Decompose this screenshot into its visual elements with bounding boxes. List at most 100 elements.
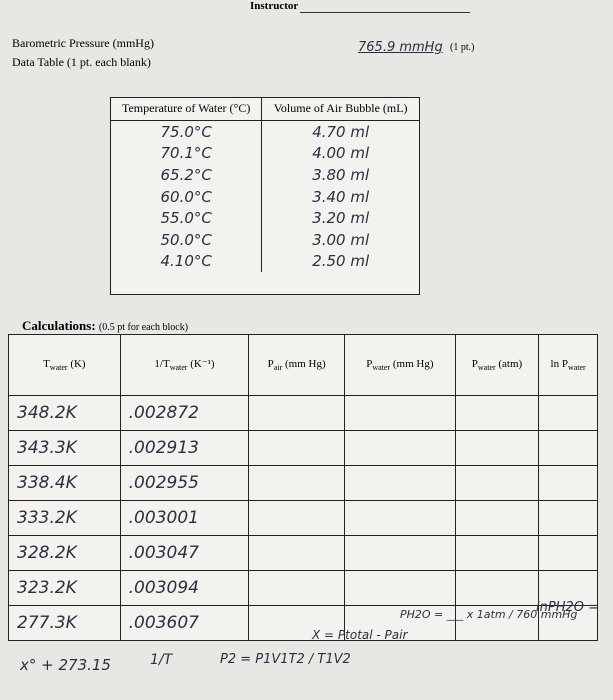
empty-cell [248, 500, 345, 536]
note-log: lnPH2O = [536, 600, 599, 615]
column-header: Volume of Air Bubble (mL) [261, 97, 420, 121]
header-unit: (mm Hg) [390, 357, 434, 370]
cell: 50.0°C [109, 228, 263, 251]
cell: 277.3K [8, 605, 121, 641]
empty-cell [538, 535, 598, 571]
empty-cell [538, 430, 598, 466]
header-main: T [43, 357, 50, 370]
blank-row [110, 272, 420, 295]
note-dalton: X = Ptotal - Pair [312, 628, 408, 642]
column-header: Pwater (atm) [454, 334, 540, 396]
empty-cell [538, 500, 598, 536]
cell: .002913 [119, 430, 250, 466]
empty-cell [454, 395, 540, 431]
cell: 60.0°C [109, 185, 263, 208]
empty-cell [343, 430, 456, 466]
calc-points: (0.5 pt for each block) [98, 322, 189, 333]
empty-cell [454, 500, 540, 536]
data-row: 277.3K .003607 [8, 605, 598, 641]
cell: 323.2K [8, 570, 121, 606]
header-unit: (atm) [495, 357, 523, 370]
header-main: ln P [550, 357, 568, 370]
barometric-points: (1 pt.) [450, 42, 475, 53]
cell: .003047 [119, 535, 250, 571]
column-header: Twater (K) [8, 334, 121, 396]
data-row: 60.0°C 3.40 ml [109, 185, 420, 208]
header-sub: water [567, 363, 586, 373]
note-combined-gas: P2 = P1V1T2 / T1V2 [220, 652, 351, 667]
cell: 4.70 ml [261, 120, 420, 143]
empty-cell [454, 605, 540, 641]
column-header: 1/Twater (K⁻¹) [119, 334, 250, 396]
data-row: 338.4K .002955 [8, 465, 598, 501]
cell: 348.2K [8, 395, 121, 431]
data-row: 333.2K .003001 [8, 500, 598, 536]
data-table: Temperature of Water (°C) Volume of Air B… [109, 97, 420, 295]
barometric-label: Barometric Pressure (mmHg) [12, 36, 154, 50]
data-table-title: Data Table (1 pt. each blank) [12, 55, 151, 69]
cell: .003001 [119, 500, 250, 536]
header-sub: air [273, 363, 283, 373]
cell: 75.0°C [109, 120, 263, 143]
cell: .002955 [119, 465, 250, 501]
note-conversion: PH2O = ___ x 1atm / 760 mmHg [400, 608, 578, 621]
header-sub: water [169, 363, 188, 373]
cell: 333.2K [8, 500, 121, 536]
empty-cell [538, 465, 598, 501]
empty-cell [343, 395, 456, 431]
cell: 328.2K [8, 535, 121, 571]
cell: 3.20 ml [261, 207, 420, 229]
cell: 3.80 ml [261, 164, 420, 186]
empty-cell [248, 535, 345, 571]
cell: 338.4K [8, 465, 121, 501]
column-header: Temperature of Water (°C) [109, 97, 263, 121]
empty-cell [343, 500, 456, 536]
cell: 343.3K [8, 430, 121, 466]
data-row: 55.0°C 3.20 ml [109, 207, 420, 229]
cell: 4.00 ml [261, 142, 420, 165]
empty-cell [454, 430, 540, 466]
column-header: Pwater (mm Hg) [343, 334, 456, 396]
header-sub: water [372, 363, 391, 373]
empty-cell [343, 570, 456, 606]
column-header: Pair (mm Hg) [248, 334, 345, 396]
header-main: P [267, 357, 274, 370]
header-main: P [471, 357, 478, 370]
cell: .003607 [119, 605, 250, 641]
empty-cell [248, 605, 345, 641]
data-row: 4.10°C 2.50 ml [109, 250, 420, 273]
calc-title: Calculations: [22, 318, 96, 333]
data-row: 328.2K .003047 [8, 535, 598, 571]
header-main: P [366, 357, 373, 370]
empty-cell [248, 395, 345, 431]
data-row: 65.2°C 3.80 ml [109, 164, 420, 186]
header-sub: water [477, 363, 496, 373]
instructor-line [300, 12, 470, 13]
header-unit: (K) [67, 357, 86, 370]
header-unit: (K⁻¹) [187, 358, 215, 371]
header-row: Twater (K) 1/Twater (K⁻¹) Pair (mm Hg) Pwat… [8, 334, 598, 396]
data-row: 343.3K .002913 [8, 430, 598, 466]
barometric-answer: 765.9 mmHg [358, 40, 443, 55]
header-sub: water [49, 363, 68, 373]
header-row: Temperature of Water (°C) Volume of Air B… [109, 97, 420, 121]
empty-cell [248, 570, 345, 606]
cell: 3.40 ml [261, 185, 420, 208]
data-row: 323.2K .003094 [8, 570, 598, 606]
data-row: 75.0°C 4.70 ml [109, 120, 420, 143]
note-inverse: 1/T [150, 652, 173, 668]
empty-cell [248, 465, 345, 501]
empty-cell [454, 570, 540, 606]
empty-cell [454, 535, 540, 571]
empty-cell [538, 605, 598, 641]
cell: 70.1°C [109, 142, 263, 165]
cell: .003094 [119, 570, 250, 606]
calc-table: Twater (K) 1/Twater (K⁻¹) Pair (mm Hg) Pwat… [8, 334, 598, 641]
data-row: 70.1°C 4.00 ml [109, 142, 420, 165]
header-unit: (mm Hg) [282, 357, 326, 370]
cell: 3.00 ml [261, 228, 420, 251]
empty-cell [343, 605, 456, 641]
note-kelvin: x° + 273.15 [20, 656, 111, 674]
empty-cell [538, 570, 598, 606]
